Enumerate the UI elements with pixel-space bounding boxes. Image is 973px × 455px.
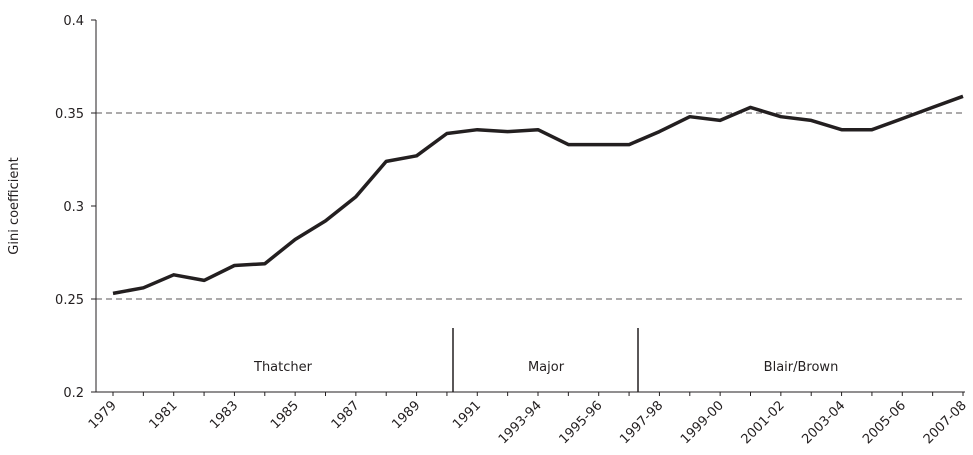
x-tick-label: 1981 — [147, 398, 181, 432]
x-tick-label: 1993-94 — [496, 398, 545, 447]
x-tick-label: 1985 — [268, 398, 302, 432]
y-tick-label: 0.25 — [55, 293, 84, 308]
x-tick-label: 2007-08 — [921, 398, 970, 447]
series-line — [112, 94, 964, 296]
x-tick-label: 1997-98 — [617, 398, 666, 447]
era-label: Major — [528, 360, 565, 375]
y-tick-label: 0.3 — [63, 200, 84, 215]
era-label: Blair/Brown — [764, 360, 839, 375]
y-tick-label: 0.4 — [63, 14, 84, 29]
y-tick-label: 0.35 — [55, 107, 84, 122]
x-tick-label: 1999-00 — [678, 398, 727, 447]
y-tick-label: 0.2 — [63, 386, 84, 401]
x-tick-label: 2001-02 — [739, 398, 788, 447]
y-axis-label: Gini coefficient — [7, 157, 22, 254]
x-tick-label: 1987 — [329, 398, 363, 432]
x-tick-label: 1995-96 — [557, 398, 606, 447]
x-tick-label: 2003-04 — [799, 398, 848, 447]
x-tick-label: 1991 — [450, 398, 484, 432]
x-tick-label: 1979 — [86, 398, 120, 432]
era-label: Thatcher — [253, 360, 313, 375]
x-tick-label: 1983 — [207, 398, 241, 432]
x-tick-label: 1989 — [389, 398, 423, 432]
x-tick-label: 2005-06 — [860, 398, 909, 447]
